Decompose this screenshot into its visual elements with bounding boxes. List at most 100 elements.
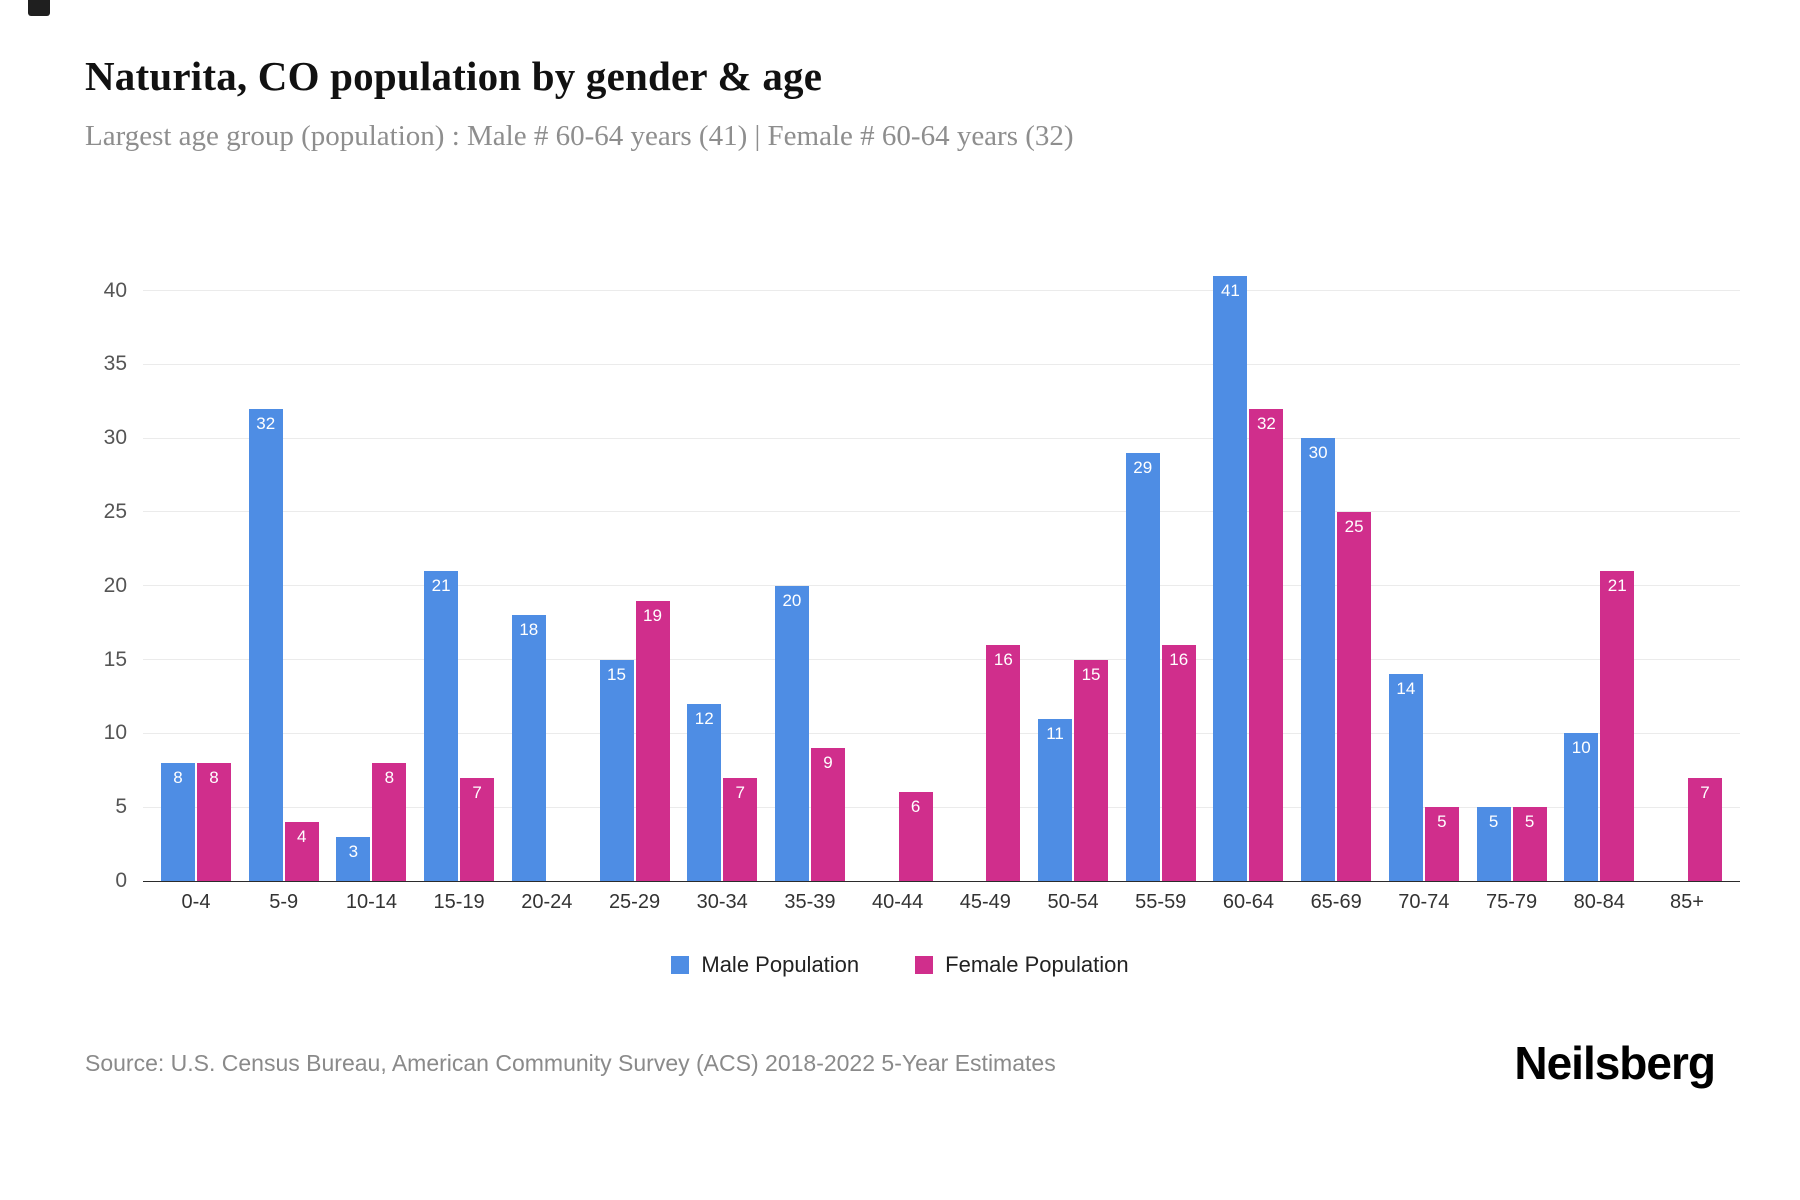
- male-bar[interactable]: 30: [1301, 438, 1336, 881]
- legend-label-male: Male Population: [701, 952, 860, 977]
- legend-label-female: Female Population: [945, 952, 1129, 977]
- bar-pair: 41 32: [1213, 261, 1284, 881]
- bar-value-label: 15: [1081, 664, 1101, 684]
- female-bar[interactable]: 7: [460, 777, 495, 881]
- bar-group: 14 5 70-74: [1388, 261, 1459, 914]
- gridline: [143, 511, 1740, 513]
- bar-pair: 18: [511, 261, 582, 881]
- legend: Male Population Female Population: [0, 952, 1800, 978]
- male-bar[interactable]: 29: [1125, 452, 1160, 881]
- female-bar[interactable]: 5: [1512, 807, 1547, 881]
- bar-value-label: 14: [1396, 679, 1416, 699]
- female-bar[interactable]: 32: [1249, 408, 1284, 881]
- bar-value-label: 8: [209, 767, 219, 787]
- bar-value-label: 5: [1437, 812, 1447, 832]
- bar-group: 12 7 30-34: [687, 261, 758, 914]
- gridline: [143, 363, 1740, 365]
- bar-pair: 10 21: [1564, 261, 1635, 881]
- bar-pair: 12 7: [687, 261, 758, 881]
- male-bar[interactable]: 10: [1564, 733, 1599, 881]
- y-tick-label: 15: [103, 647, 127, 671]
- x-tick-label: 55-59: [1135, 891, 1187, 913]
- x-tick-label: 5-9: [269, 891, 299, 913]
- bar-group: 30 25 65-69: [1301, 261, 1372, 914]
- female-bar[interactable]: 8: [372, 762, 407, 881]
- bar-group: 7 85+: [1652, 261, 1722, 914]
- male-bar[interactable]: 21: [424, 571, 459, 881]
- male-bar[interactable]: 41: [1213, 275, 1248, 881]
- bar-pair: 7: [1652, 261, 1722, 881]
- bar-group: 10 21 80-84: [1564, 261, 1635, 914]
- female-bar[interactable]: 5: [1424, 807, 1459, 881]
- legend-item-female[interactable]: Female Population: [915, 952, 1129, 978]
- bar-value-label: 32: [256, 413, 276, 433]
- x-tick-label: 45-49: [959, 891, 1011, 913]
- bar-value-label: 8: [173, 767, 183, 787]
- female-bar[interactable]: 16: [986, 644, 1021, 881]
- bar-value-label: 32: [1256, 413, 1276, 433]
- male-bar[interactable]: 5: [1476, 807, 1511, 881]
- bar-group: 21 7 15-19: [424, 261, 495, 914]
- bar-value-label: 18: [519, 620, 539, 640]
- bar-groups: 8 8 0-4 32 4 5-9 3 8 10-14 21 7 15-19 18 20-24 15 19 25-…: [143, 261, 1740, 914]
- bar-value-label: 16: [993, 649, 1013, 669]
- x-tick-label: 15-19: [433, 891, 485, 913]
- male-bar[interactable]: 32: [248, 408, 283, 881]
- x-tick-label: 65-69: [1310, 891, 1362, 913]
- bar-group: 16 45-49: [950, 261, 1021, 914]
- male-swatch-icon: [671, 956, 690, 974]
- male-bar[interactable]: 12: [687, 703, 722, 881]
- bar-value-label: 15: [607, 664, 626, 684]
- bar-group: 32 4 5-9: [248, 261, 319, 914]
- bar-value-label: 8: [384, 767, 395, 787]
- bar-pair: 6: [863, 261, 933, 881]
- bar-value-label: 7: [472, 782, 482, 802]
- bar-group: 18 20-24: [511, 261, 582, 914]
- x-tick-label: 50-54: [1047, 891, 1099, 913]
- legend-item-male[interactable]: Male Population: [671, 952, 859, 978]
- source-attribution: Source: U.S. Census Bureau, American Com…: [85, 1049, 1056, 1076]
- female-bar[interactable]: 15: [1074, 659, 1109, 881]
- female-bar[interactable]: 7: [723, 777, 758, 881]
- male-bar[interactable]: 8: [161, 762, 195, 881]
- x-tick-label: 85+: [1669, 891, 1704, 913]
- male-bar[interactable]: 15: [599, 659, 634, 881]
- male-bar[interactable]: 11: [1038, 718, 1073, 881]
- x-tick-label: 10-14: [345, 891, 397, 913]
- bar-value-label: 21: [1607, 576, 1627, 595]
- bar-value-label: 41: [1220, 280, 1240, 300]
- bar-group: 6 40-44: [863, 261, 933, 914]
- female-bar[interactable]: 7: [1687, 777, 1722, 881]
- female-bar[interactable]: 4: [284, 821, 319, 881]
- male-bar[interactable]: 18: [511, 615, 546, 881]
- male-bar[interactable]: 14: [1388, 674, 1423, 881]
- bar-group: 29 16 55-59: [1125, 261, 1196, 914]
- x-tick-label: 40-44: [872, 891, 924, 913]
- male-bar[interactable]: 20: [774, 585, 809, 881]
- female-bar[interactable]: 8: [197, 762, 231, 881]
- bar-pair: 15 19: [599, 261, 670, 881]
- chart-footer: Source: U.S. Census Bureau, American Com…: [85, 1036, 1716, 1090]
- bar-pair: 30 25: [1301, 261, 1372, 881]
- female-bar[interactable]: 9: [810, 748, 845, 881]
- x-tick-label: 80-84: [1573, 891, 1625, 913]
- female-bar[interactable]: 6: [898, 792, 933, 881]
- female-bar[interactable]: 21: [1600, 571, 1635, 881]
- y-tick-label: 10: [103, 721, 127, 745]
- page-title: Naturita, CO population by gender & age: [85, 53, 823, 99]
- corner-artifact: [28, 0, 50, 16]
- bar-value-label: 10: [1571, 738, 1591, 758]
- x-tick-label: 25-29: [608, 891, 661, 913]
- bar-value-label: 3: [348, 841, 359, 861]
- bar-group: 8 8 0-4: [161, 261, 231, 914]
- female-bar[interactable]: 19: [635, 600, 670, 881]
- male-bar[interactable]: 3: [336, 836, 371, 881]
- female-bar[interactable]: 25: [1337, 511, 1372, 881]
- bar-pair: 14 5: [1388, 261, 1459, 881]
- female-bar[interactable]: 16: [1161, 644, 1196, 881]
- plot-area: 8 8 0-4 32 4 5-9 3 8 10-14 21 7 15-19 18 20-24 15 19 25-…: [143, 261, 1740, 914]
